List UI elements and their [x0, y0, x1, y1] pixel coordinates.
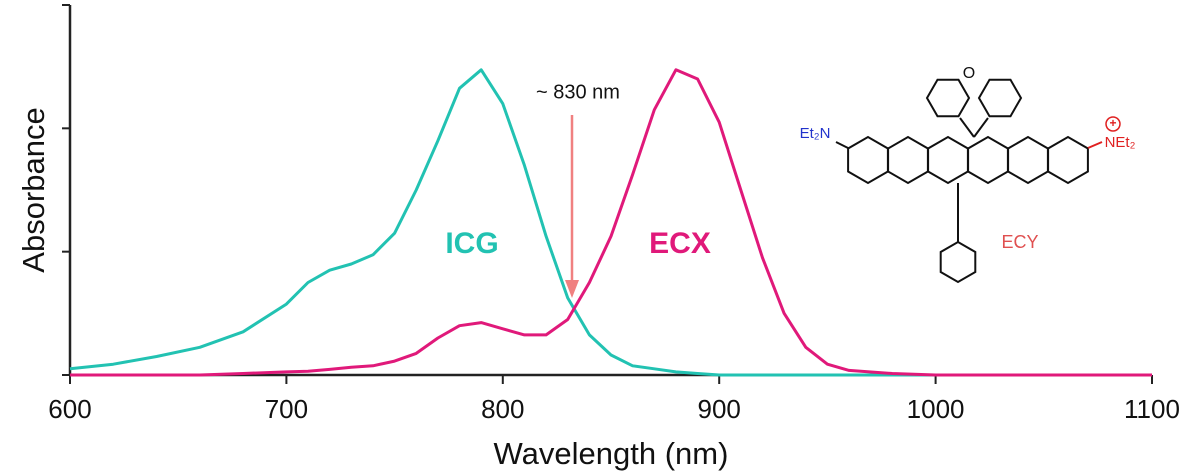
x-tick-label: 800: [481, 394, 524, 424]
ring: [939, 240, 977, 284]
x-tick-label: 1000: [907, 394, 965, 424]
series-line: [70, 68, 1152, 377]
charge-sign: +: [1109, 116, 1116, 130]
annotation: ~ 830 nm: [536, 81, 620, 103]
ring: [847, 135, 889, 185]
x-axis-title: Wavelength (nm): [494, 436, 729, 471]
ring: [925, 78, 971, 118]
molecule-structure: O: [835, 65, 1103, 284]
series-label: ECX: [649, 227, 711, 260]
bond: [835, 141, 849, 149]
annotation-arrowhead: [565, 280, 579, 298]
bond: [973, 117, 989, 138]
x-tick-label: 700: [265, 394, 308, 424]
bond: [1087, 141, 1103, 149]
x-tick-label: 900: [698, 394, 741, 424]
ring: [927, 135, 969, 185]
charge-symbol: [1105, 116, 1121, 132]
atom-label: O: [963, 65, 975, 82]
structure-label: Et₂N: [800, 125, 831, 142]
structure-name: ECY: [1001, 232, 1038, 252]
structure-label: NEt₂: [1105, 134, 1136, 151]
bond: [959, 117, 975, 138]
x-tick-label: 1100: [1124, 394, 1180, 424]
ring: [887, 135, 929, 185]
series-label: ICG: [445, 227, 498, 260]
ring: [1007, 135, 1049, 185]
ring: [1047, 135, 1089, 185]
ring: [977, 78, 1023, 118]
y-axis-title: Absorbance: [16, 107, 51, 272]
series-line: [69, 68, 1152, 377]
x-tick-label: 600: [48, 394, 91, 424]
ring: [967, 135, 1009, 185]
